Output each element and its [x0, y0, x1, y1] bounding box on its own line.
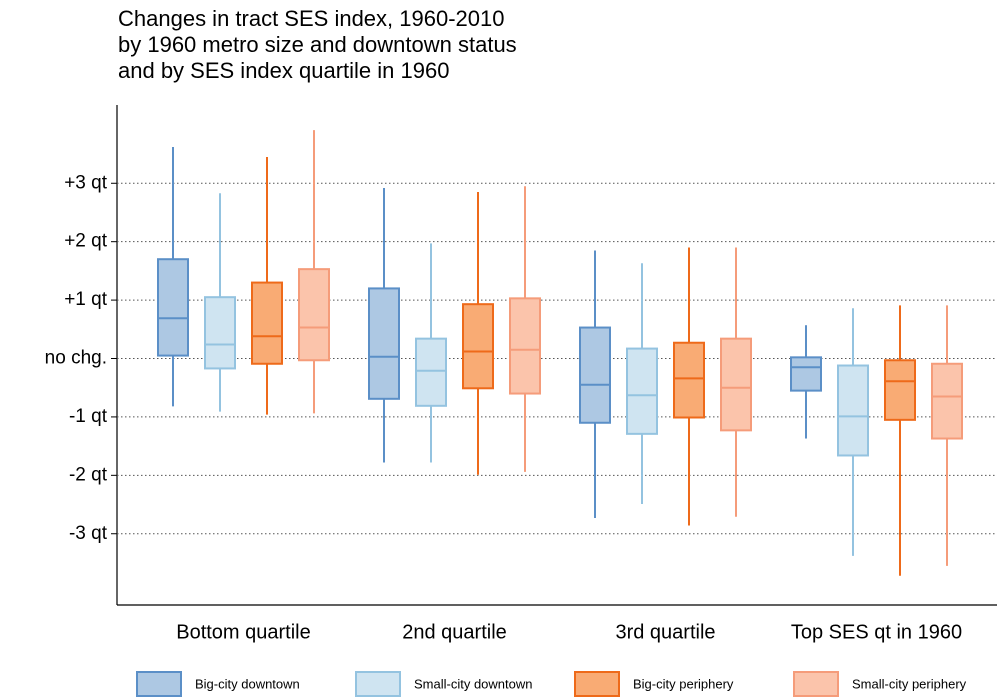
box [509, 297, 541, 395]
box [251, 281, 283, 365]
y-tick-label: -3 qt [69, 523, 108, 544]
y-tick-label: +2 qt [64, 231, 108, 252]
y-tick-label: +3 qt [64, 172, 108, 193]
box [720, 337, 752, 432]
legend-label: Big-city periphery [633, 676, 734, 691]
box [790, 356, 822, 392]
box [884, 359, 916, 421]
box [673, 341, 705, 419]
y-tick-label: no chg. [45, 348, 107, 369]
box [462, 303, 494, 390]
box [837, 364, 869, 457]
x-tick-label: Top SES qt in 1960 [791, 621, 962, 643]
box [298, 268, 330, 362]
legend-label: Small-city periphery [852, 676, 967, 691]
box [157, 258, 189, 357]
box [368, 287, 400, 400]
box [579, 326, 611, 424]
y-tick-label: -1 qt [69, 406, 108, 427]
box [931, 362, 963, 440]
legend-swatch [355, 671, 401, 697]
y-tick-label: +1 qt [64, 289, 108, 310]
box [204, 296, 236, 370]
legend-swatch [574, 671, 620, 697]
box [415, 337, 447, 407]
chart-title: and by SES index quartile in 1960 [118, 58, 449, 83]
chart-title: Changes in tract SES index, 1960-2010 [118, 6, 504, 31]
x-tick-label: 3rd quartile [615, 621, 715, 643]
legend-label: Small-city downtown [414, 676, 533, 691]
x-tick-label: 2nd quartile [402, 621, 507, 643]
legend-swatch [793, 671, 839, 697]
x-tick-label: Bottom quartile [176, 621, 311, 643]
chart-title: by 1960 metro size and downtown status [118, 32, 517, 57]
legend-swatch [136, 671, 182, 697]
box [626, 347, 658, 435]
legend-label: Big-city downtown [195, 676, 300, 691]
y-tick-label: -2 qt [69, 464, 108, 485]
